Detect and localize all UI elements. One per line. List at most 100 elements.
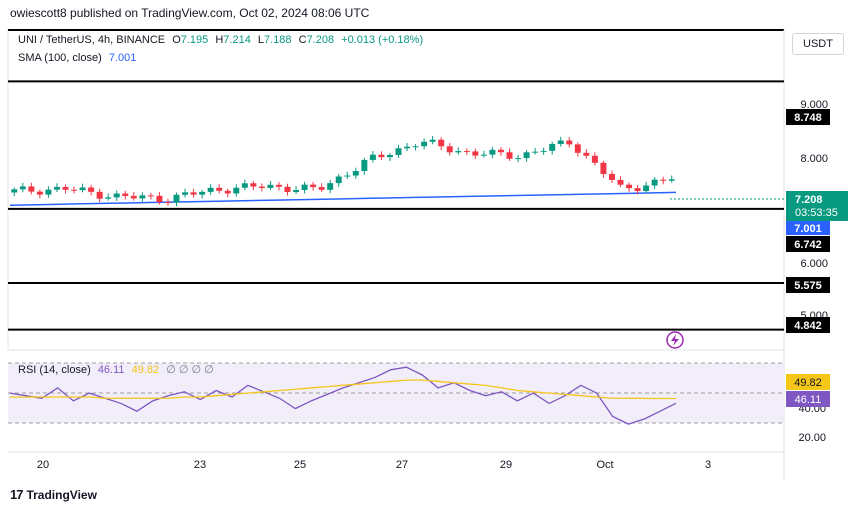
candle-body bbox=[489, 149, 496, 155]
candle-body bbox=[233, 187, 240, 194]
candle-body bbox=[164, 202, 171, 204]
candle-body bbox=[53, 186, 60, 190]
candle-body bbox=[438, 139, 445, 147]
candle-body bbox=[455, 151, 462, 153]
sma-line bbox=[9, 191, 677, 206]
candle-body bbox=[28, 186, 35, 192]
candle-body bbox=[147, 195, 154, 197]
candle-body bbox=[523, 152, 530, 159]
rsi-value: 46.11 bbox=[97, 364, 125, 376]
change-value: +0.013 (+0.18%) bbox=[341, 34, 424, 46]
candle-body bbox=[472, 151, 479, 156]
candle-body bbox=[224, 190, 231, 194]
rsi-ma-tag-bg bbox=[786, 374, 830, 390]
symbol-name[interactable]: UNI / TetherUS, 4h, BINANCE bbox=[18, 34, 166, 46]
candle-body bbox=[634, 188, 641, 192]
candle-body bbox=[421, 141, 428, 147]
candle-body bbox=[361, 159, 368, 172]
candle-body bbox=[301, 184, 308, 190]
current-price-tag-bg bbox=[786, 191, 848, 221]
candle-body bbox=[79, 187, 86, 191]
candle-body bbox=[71, 189, 78, 191]
rsi-legend[interactable]: RSI (14, close) 46.11 49.82 ∅ ∅ ∅ ∅ bbox=[18, 363, 214, 376]
sma-polyline bbox=[9, 191, 677, 206]
level-tag-2: 6.742 bbox=[794, 239, 822, 251]
candle-body bbox=[258, 186, 265, 189]
rsi-ma-value: 49.82 bbox=[131, 364, 160, 376]
candle-body bbox=[293, 189, 300, 192]
horizontal-levels bbox=[8, 80, 784, 331]
candle-body bbox=[446, 146, 453, 153]
price-pane-border bbox=[7, 29, 785, 351]
countdown-tag: 03:53:35 bbox=[795, 207, 838, 219]
candle-body bbox=[19, 186, 26, 190]
symbol-header: UNI / TetherUS, 4h, BINANCE O7.195 H7.21… bbox=[18, 34, 427, 46]
candle-body bbox=[617, 179, 624, 185]
x-tick-20: 20 bbox=[37, 459, 49, 471]
candle-body bbox=[574, 144, 581, 153]
candle-body bbox=[327, 183, 334, 190]
candle-body bbox=[182, 192, 189, 195]
candle-body bbox=[284, 186, 291, 192]
candle-body bbox=[207, 187, 214, 192]
candle-body bbox=[105, 197, 112, 199]
rsi-tick-20: 20.00 bbox=[798, 432, 826, 444]
publisher-line: owiescott8 published on TradingView.com,… bbox=[10, 6, 370, 20]
candle-body bbox=[130, 195, 137, 199]
candle-body bbox=[600, 162, 607, 174]
candle-body bbox=[62, 186, 69, 190]
candle-body bbox=[429, 139, 436, 142]
level-tag-1: 8.748 bbox=[794, 112, 822, 124]
high-label: H bbox=[215, 34, 224, 46]
rsi-empty-values: ∅ ∅ ∅ ∅ bbox=[166, 364, 214, 376]
candle-body bbox=[335, 176, 342, 184]
sma-tag-bg bbox=[786, 221, 830, 235]
price-tick-6: 6.000 bbox=[800, 258, 828, 270]
candle-body bbox=[412, 146, 419, 148]
candle-body bbox=[318, 187, 325, 190]
close-value: 7.208 bbox=[306, 34, 335, 46]
candle-body bbox=[267, 184, 274, 189]
candle-body bbox=[626, 184, 633, 189]
candle-body bbox=[660, 179, 667, 181]
candle-body bbox=[369, 154, 376, 160]
sma-label: SMA (100, close) bbox=[18, 52, 102, 64]
sma-legend[interactable]: SMA (100, close) 7.001 bbox=[18, 52, 140, 64]
candle-body bbox=[199, 191, 206, 195]
candle-body bbox=[113, 193, 120, 198]
candle-body bbox=[156, 195, 163, 203]
candle-body bbox=[241, 183, 248, 188]
open-label: O bbox=[172, 34, 181, 46]
candle-body bbox=[250, 183, 257, 187]
price-tick-9: 9.000 bbox=[800, 99, 828, 111]
candle-body bbox=[216, 187, 223, 191]
tradingview-footer[interactable]: 17 TradingView bbox=[10, 487, 97, 502]
candle-body bbox=[190, 192, 197, 195]
high-value: 7.214 bbox=[223, 34, 251, 46]
candle-body bbox=[532, 151, 539, 153]
candle-body bbox=[395, 148, 402, 155]
x-tick-29: 29 bbox=[500, 459, 512, 471]
level-tag-bg-3 bbox=[786, 277, 830, 293]
low-label: L bbox=[257, 34, 265, 46]
candle-body bbox=[344, 175, 351, 177]
rsi-ma-line bbox=[10, 379, 677, 400]
sma-value: 7.001 bbox=[108, 52, 137, 64]
candle-body bbox=[11, 189, 18, 193]
candle-body bbox=[651, 179, 658, 186]
candle-body bbox=[506, 152, 513, 159]
candle-body bbox=[96, 191, 103, 199]
currency-button[interactable]: USDT bbox=[792, 33, 844, 55]
level-tag-bg-1 bbox=[786, 109, 830, 125]
candle-body bbox=[139, 195, 146, 199]
x-tick-23: 23 bbox=[194, 459, 206, 471]
candle-body bbox=[608, 173, 615, 180]
current-price-tag: 7.208 bbox=[795, 194, 823, 206]
rsi-label: RSI (14, close) bbox=[18, 364, 91, 376]
lightning-icon[interactable] bbox=[666, 331, 684, 349]
lightning-icon-glyph bbox=[671, 334, 679, 346]
close-label: C bbox=[298, 34, 307, 46]
candle-body bbox=[386, 154, 393, 158]
candle-body bbox=[275, 184, 282, 187]
candle-body bbox=[540, 150, 547, 152]
